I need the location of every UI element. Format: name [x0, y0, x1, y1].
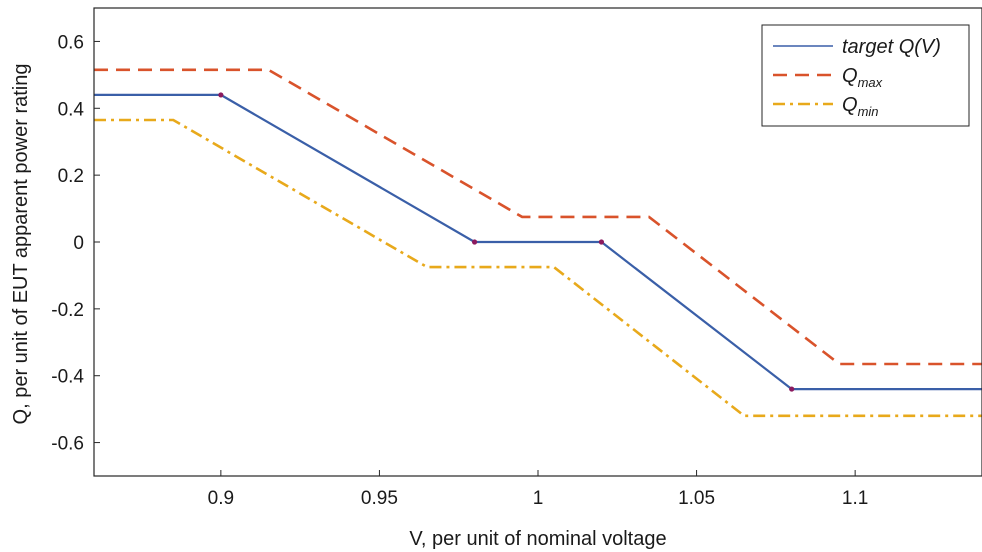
x-tick-label-0.9: 0.9 — [208, 488, 234, 509]
y-tick-label-0: 0 — [73, 233, 84, 254]
y-tick-label-neg0.6: -0.6 — [51, 434, 84, 455]
x-tick-label-1: 1 — [533, 488, 544, 509]
series-group — [94, 68, 982, 418]
y-tick-label-0.6: 0.6 — [58, 32, 84, 53]
series-line-qmin — [94, 118, 982, 418]
y-tick-label-0.2: 0.2 — [58, 166, 84, 187]
x-tick-label-1.05: 1.05 — [678, 488, 715, 509]
series-line-target-qv — [94, 93, 982, 391]
x-tick-label-1.1: 1.1 — [842, 488, 868, 509]
x-tick-label-0.95: 0.95 — [361, 488, 398, 509]
breakpoint-marker-2 — [471, 239, 478, 245]
y-tick-label-neg0.2: -0.2 — [51, 300, 84, 321]
x-tick-group: 0.9 0.95 1 1.05 1.1 — [208, 470, 868, 509]
x-axis-label: V, per unit of nominal voltage — [409, 528, 666, 550]
legend-label-qmin-main: Q — [842, 94, 858, 116]
y-tick-label-neg0.4: -0.4 — [51, 367, 84, 388]
plot-area-frame — [93, 7, 982, 477]
marker-group — [218, 92, 795, 392]
y-axis-label: Q, per unit of EUT apparent power rating — [10, 64, 32, 425]
legend-label-qmin-sub: min — [858, 104, 879, 119]
legend-label-qmin: Qmin — [842, 94, 879, 119]
legend-label-target-qv: target Q(V) — [842, 36, 941, 58]
legend-label-qmax: Qmax — [842, 65, 883, 90]
legend-label-qmax-main: Q — [842, 65, 858, 87]
y-tick-label-0.4: 0.4 — [58, 99, 85, 120]
legend-label-qmax-sub: max — [858, 75, 883, 90]
y-tick-group: 0.6 0.4 0.2 0 -0.2 -0.4 -0.6 — [51, 32, 100, 455]
breakpoint-marker-4 — [789, 386, 795, 392]
breakpoint-marker-3 — [598, 239, 605, 245]
series-line-qmax — [94, 68, 982, 366]
breakpoint-marker-1 — [218, 92, 224, 98]
legend: target Q(V) Qmax Qmin — [761, 24, 970, 127]
